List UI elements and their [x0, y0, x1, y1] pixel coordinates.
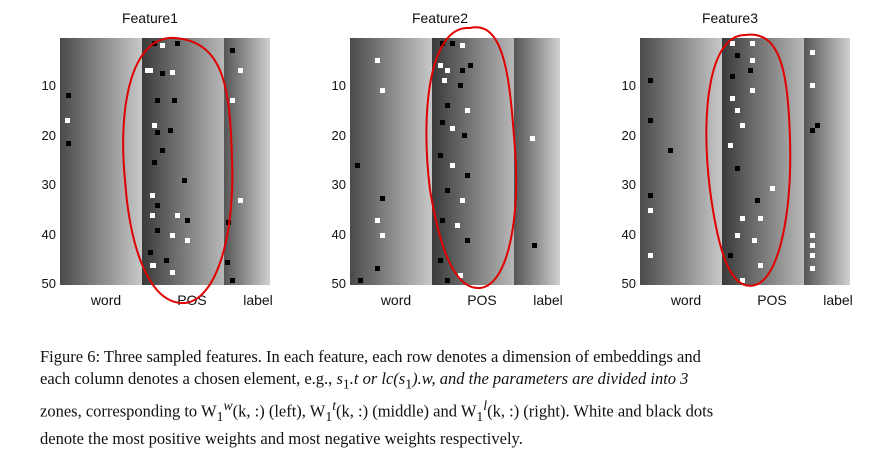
y-tick: 50: [331, 276, 346, 291]
y-tick: 10: [331, 78, 346, 93]
y-tick: 30: [41, 177, 56, 192]
caption-superscript: l: [483, 398, 488, 414]
caption-subscript: 1: [405, 376, 413, 392]
x-tick-pos: POS: [757, 292, 787, 308]
y-tick: 30: [331, 177, 346, 192]
x-tick-word: word: [90, 292, 122, 308]
feature-panel-3: Feature3: [610, 0, 853, 320]
x-tick-label: label: [533, 292, 563, 308]
caption-line-1: Figure 6: Three sampled features. In eac…: [40, 347, 701, 366]
y-tick: 40: [621, 227, 636, 242]
y-tick: 40: [331, 227, 346, 242]
panel-title: Feature1: [121, 10, 179, 26]
y-tick: 20: [41, 128, 56, 143]
caption-text: zones, corresponding to W: [40, 401, 217, 421]
caption-text: (k, :) (right). White and black dots: [487, 401, 714, 421]
heatmap-svg: [350, 38, 560, 285]
caption-line-4: denote the most positive weights and mos…: [40, 429, 523, 449]
x-tick-label: label: [823, 292, 853, 308]
figure-caption: Figure 6: Three sampled features. In eac…: [40, 346, 840, 450]
y-tick: 10: [41, 78, 56, 93]
y-tick: 30: [621, 177, 636, 192]
y-tick: 20: [621, 128, 636, 143]
y-tick: 20: [331, 128, 346, 143]
caption-subscript: 1: [342, 376, 350, 392]
panel-title: Feature2: [411, 10, 469, 26]
heatmap-svg: [60, 38, 270, 285]
x-tick-pos: POS: [177, 292, 207, 308]
caption-subscript: 1: [216, 409, 224, 425]
panel-title: Feature3: [701, 10, 759, 26]
feature-panel-1: Feature1: [30, 0, 273, 320]
caption-text: (k, :) (middle) and W: [336, 401, 477, 421]
x-tick-word: word: [380, 292, 412, 308]
caption-subscript: 1: [325, 409, 333, 425]
y-tick: 10: [621, 78, 636, 93]
caption-subscript: 1: [476, 409, 484, 425]
x-tick-label: label: [243, 292, 273, 308]
heatmap: [350, 38, 560, 285]
heatmap: [640, 38, 850, 285]
caption-line-2: each column denotes a chosen element, e.…: [40, 368, 840, 395]
y-tick: 50: [621, 276, 636, 291]
caption-superscript: t: [332, 398, 337, 414]
caption-text: each column denotes a chosen element, e.…: [40, 369, 337, 388]
heatmap: [60, 38, 270, 285]
y-tick: 50: [41, 276, 56, 291]
caption-superscript: w: [223, 398, 233, 414]
caption-math: ).w, and the parameters are divided into…: [412, 369, 689, 388]
caption-math: .t or lc(s: [349, 369, 406, 388]
caption-line-3: zones, corresponding to W1w(k, :) (left)…: [40, 395, 840, 428]
caption-math: s: [336, 369, 343, 388]
x-tick-pos: POS: [467, 292, 497, 308]
y-tick: 40: [41, 227, 56, 242]
feature-panel-2: Feature2: [320, 0, 563, 320]
x-tick-word: word: [670, 292, 702, 308]
heatmap-svg: [640, 38, 850, 285]
caption-text: (k, :) (left), W: [232, 401, 326, 421]
